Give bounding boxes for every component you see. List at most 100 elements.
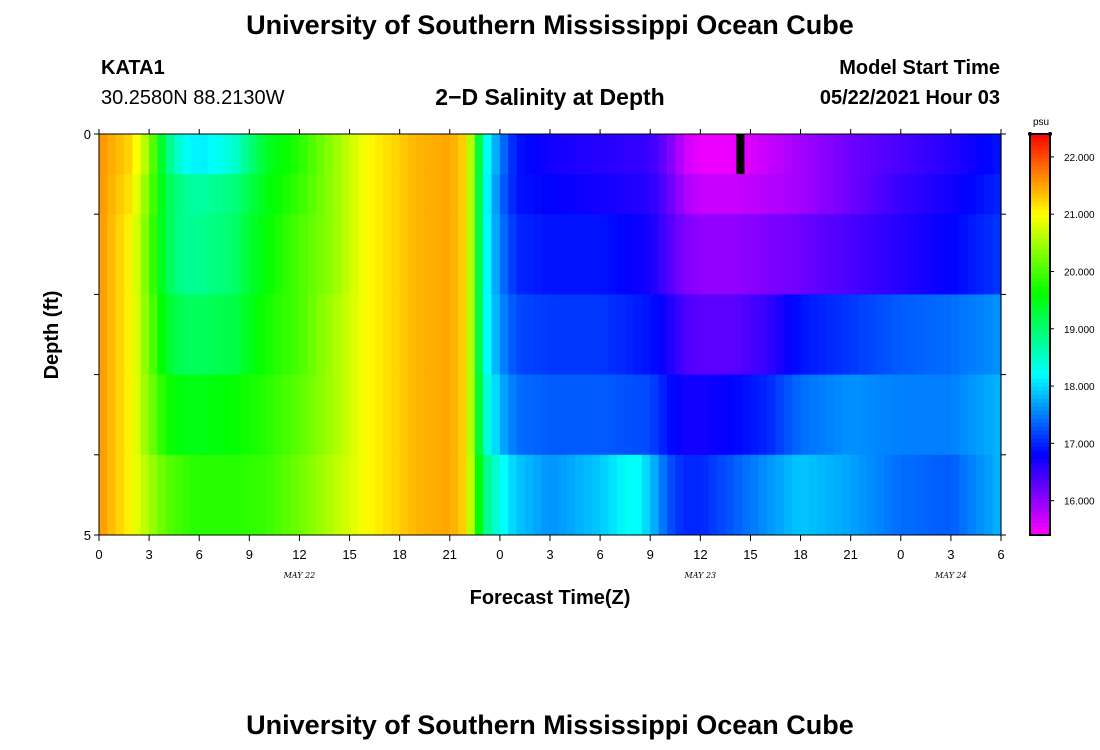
heatmap-cell xyxy=(959,214,969,295)
heatmap-cell xyxy=(558,454,568,536)
heatmap-cell xyxy=(99,454,108,536)
heatmap-cell xyxy=(691,454,701,536)
heatmap-cell xyxy=(449,134,459,175)
heatmap-cell xyxy=(232,174,242,215)
heatmap-cell xyxy=(115,374,125,456)
heatmap-cell xyxy=(516,454,526,536)
heatmap-cell xyxy=(616,214,626,295)
colorbar-swatch xyxy=(1030,134,1050,139)
heatmap-cell xyxy=(742,454,752,536)
heatmap-cell xyxy=(408,454,417,536)
heatmap-cell xyxy=(641,454,651,536)
heatmap-cell xyxy=(859,214,868,295)
heatmap-cell xyxy=(483,294,493,375)
x-tick-label: 0 xyxy=(496,547,503,562)
heatmap-cell xyxy=(474,454,484,536)
heatmap-cell xyxy=(550,294,559,375)
heatmap-cell xyxy=(240,214,250,295)
heatmap-cell xyxy=(174,294,184,375)
heatmap-cell xyxy=(257,454,267,536)
heatmap-cell xyxy=(99,174,108,215)
colorbar-swatch xyxy=(1030,202,1050,207)
x-tick-label: 6 xyxy=(196,547,203,562)
colorbar-swatch xyxy=(1030,362,1050,368)
colorbar-swatch xyxy=(1030,186,1050,191)
heatmap-cell xyxy=(733,174,743,215)
heatmap-cell xyxy=(174,134,184,175)
heatmap-cell xyxy=(892,214,902,295)
heatmap-cell xyxy=(675,374,685,456)
colorbar-swatch xyxy=(1030,262,1050,267)
heatmap-cell xyxy=(666,214,676,295)
heatmap-cell xyxy=(591,454,601,536)
heatmap-cell xyxy=(332,134,342,175)
heatmap-cell xyxy=(817,294,827,375)
heatmap-cell xyxy=(249,454,259,536)
heatmap-cell xyxy=(382,174,392,215)
heatmap-cell xyxy=(140,134,150,175)
colorbar-tick-label: 21.000 xyxy=(1064,210,1095,221)
heatmap-cell xyxy=(850,374,860,456)
heatmap-cell xyxy=(808,134,818,175)
colorbar-swatch xyxy=(1030,530,1050,536)
colorbar-swatch xyxy=(1030,138,1050,143)
heatmap-cell xyxy=(591,294,601,375)
x-date-label: MAY 22 xyxy=(283,571,316,580)
heatmap-cell xyxy=(374,294,384,375)
heatmap-cell xyxy=(817,454,827,536)
heatmap-cell xyxy=(658,454,668,536)
colorbar-swatch xyxy=(1030,354,1050,360)
station-coordinates: 30.2580N 88.2130W xyxy=(101,87,285,109)
heatmap-cell xyxy=(199,374,209,456)
x-date-label: MAY 24 xyxy=(934,571,967,580)
heatmap-cell xyxy=(149,214,159,295)
heatmap-cell xyxy=(558,374,568,456)
heatmap-cell xyxy=(124,374,134,456)
heatmap-cell xyxy=(483,374,493,456)
colorbar-swatch xyxy=(1030,346,1050,352)
heatmap-cell xyxy=(675,134,685,175)
heatmap-cell xyxy=(767,134,777,175)
heatmap-cell xyxy=(140,454,150,536)
colorbar-swatch xyxy=(1030,350,1050,356)
heatmap-cell xyxy=(625,214,635,295)
heatmap-cell xyxy=(984,374,994,456)
heatmap-cell xyxy=(950,174,960,215)
heatmap-cell xyxy=(833,374,843,456)
heatmap-cell xyxy=(124,214,134,295)
heatmap-cell xyxy=(900,454,910,536)
heatmap-cell xyxy=(683,134,693,175)
heatmap-cell xyxy=(967,374,977,456)
heatmap-cell xyxy=(132,374,142,456)
heatmap-cell xyxy=(733,454,743,536)
colorbar-swatch xyxy=(1030,430,1050,436)
heatmap-cell xyxy=(499,214,509,295)
heatmap-cell xyxy=(725,374,735,456)
heatmap-cell xyxy=(783,214,793,295)
heatmap-cell xyxy=(458,454,468,536)
heatmap-cell xyxy=(99,374,108,456)
heatmap-cell xyxy=(458,134,468,175)
heatmap-cell xyxy=(499,374,509,456)
colorbar-swatch xyxy=(1030,182,1050,187)
heatmap-cell xyxy=(441,214,451,295)
heatmap-cell xyxy=(382,134,392,175)
heatmap-cell xyxy=(157,214,167,295)
heatmap-cell xyxy=(466,454,476,536)
heatmap-cell xyxy=(959,294,969,375)
heatmap-cell xyxy=(266,134,275,175)
heatmap-cell xyxy=(140,214,150,295)
heatmap-cell xyxy=(207,454,217,536)
heatmap-cell xyxy=(942,134,952,175)
heatmap-cell xyxy=(633,454,643,536)
heatmap-cell xyxy=(575,454,585,536)
heatmap-cell xyxy=(332,374,342,456)
heatmap-cell xyxy=(691,374,701,456)
station-id: KATA1 xyxy=(101,57,165,79)
heatmap-cell xyxy=(892,134,902,175)
heatmap-cell xyxy=(867,294,877,375)
colorbar-swatch xyxy=(1030,258,1050,263)
colorbar-swatch xyxy=(1030,478,1050,484)
heatmap-cell xyxy=(917,454,927,536)
heatmap-cell xyxy=(934,134,944,175)
